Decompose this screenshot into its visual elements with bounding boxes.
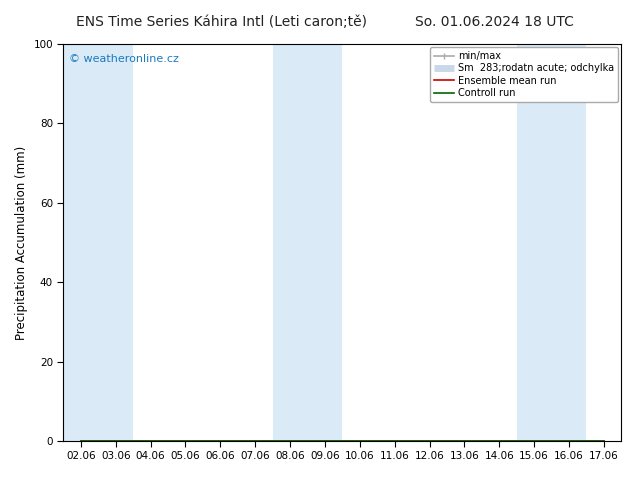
Bar — [63, 44, 133, 441]
Bar — [273, 44, 342, 441]
Y-axis label: Precipitation Accumulation (mm): Precipitation Accumulation (mm) — [15, 146, 28, 340]
Text: So. 01.06.2024 18 UTC: So. 01.06.2024 18 UTC — [415, 15, 574, 29]
Text: © weatheronline.cz: © weatheronline.cz — [69, 54, 179, 64]
Bar — [517, 44, 586, 441]
Legend: min/max, Sm  283;rodatn acute; odchylka, Ensemble mean run, Controll run: min/max, Sm 283;rodatn acute; odchylka, … — [430, 47, 618, 102]
Text: ENS Time Series Káhira Intl (Leti caron;tě): ENS Time Series Káhira Intl (Leti caron;… — [77, 15, 367, 29]
